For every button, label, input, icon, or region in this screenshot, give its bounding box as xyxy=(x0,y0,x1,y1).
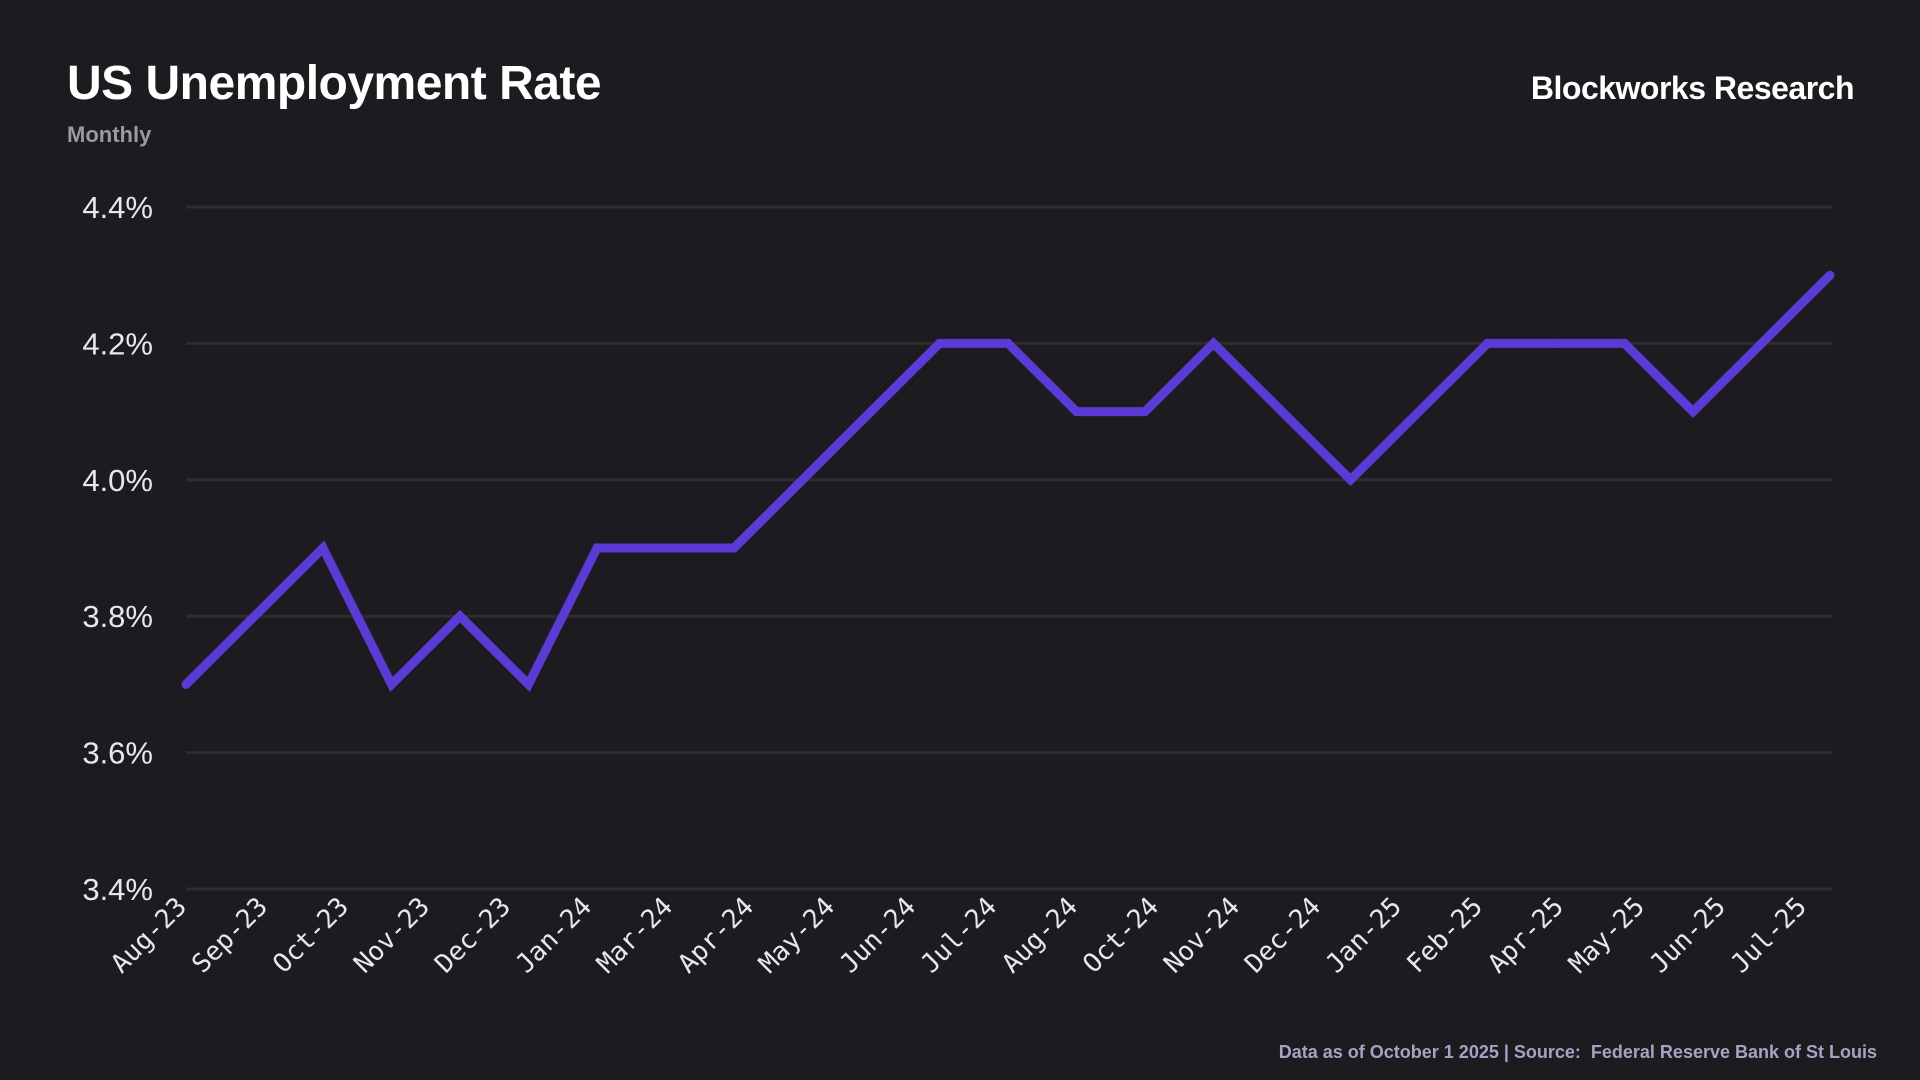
data-point xyxy=(1003,338,1013,348)
data-point xyxy=(798,475,807,485)
x-tick-label: Jun-24 xyxy=(834,892,922,980)
x-tick-label: Jan-24 xyxy=(510,892,598,980)
y-tick-label: 3.8% xyxy=(82,599,153,634)
x-tick-label: Dec-24 xyxy=(1239,892,1327,980)
x-tick-label: Dec-23 xyxy=(429,892,517,980)
data-point xyxy=(318,543,328,553)
y-tick-label: 3.6% xyxy=(82,736,153,771)
data-point xyxy=(1277,407,1287,417)
brand-logo-text: Blockworks Research xyxy=(1530,70,1855,106)
x-tick-label: May-25 xyxy=(1563,892,1651,980)
data-point xyxy=(1688,407,1698,417)
x-tick-label: Jul-25 xyxy=(1725,892,1813,980)
grid-lines xyxy=(186,205,1832,891)
data-point xyxy=(1072,407,1081,417)
data-point xyxy=(1620,338,1629,348)
data-point xyxy=(250,611,259,621)
data-point xyxy=(1346,475,1355,485)
y-tick-label: 3.4% xyxy=(82,872,153,907)
x-tick-label: Apr-24 xyxy=(672,892,760,980)
data-point xyxy=(1209,338,1218,348)
y-tick-label: 4.4% xyxy=(82,190,153,225)
data-point xyxy=(592,543,602,553)
x-tick-label: Nov-24 xyxy=(1158,892,1246,980)
data-point xyxy=(1551,338,1561,348)
data-point xyxy=(524,679,533,689)
x-tick-label: Oct-23 xyxy=(267,892,355,980)
data-point xyxy=(1825,270,1835,280)
x-tick-label: Feb-25 xyxy=(1401,892,1489,980)
y-tick-label: 4.0% xyxy=(82,463,153,498)
data-point xyxy=(729,543,739,553)
x-tick-label: Jun-25 xyxy=(1644,892,1732,980)
x-tick-label: Mar-24 xyxy=(591,892,679,980)
chart-title: US Unemployment Rate xyxy=(67,57,602,110)
data-point xyxy=(661,543,670,553)
x-tick-label: Sep-23 xyxy=(186,892,274,980)
x-tick-label: Aug-24 xyxy=(996,892,1084,980)
x-tick-label: Oct-24 xyxy=(1077,892,1165,980)
x-tick-label: May-24 xyxy=(753,892,841,980)
y-tick-label: 4.2% xyxy=(82,326,153,361)
x-tick-label: Nov-23 xyxy=(348,892,436,980)
data-point xyxy=(1414,407,1424,417)
data-point xyxy=(1140,407,1150,417)
x-axis-ticks: Aug-23Sep-23Oct-23Nov-23Dec-23Jan-24Mar-… xyxy=(105,892,1813,980)
data-point xyxy=(181,679,191,689)
x-tick-label: Jan-25 xyxy=(1320,892,1408,980)
source-note: Data as of October 1 2025 | Source: Fede… xyxy=(1278,1042,1877,1062)
data-point xyxy=(935,338,944,348)
data-point xyxy=(1483,338,1492,348)
data-point xyxy=(866,407,876,417)
y-axis-ticks: 3.4% 3.6% 3.8% 4.0% 4.2% 4.4% xyxy=(82,190,153,907)
x-tick-label: Jul-24 xyxy=(915,892,1003,980)
x-tick-label: Apr-25 xyxy=(1482,892,1570,980)
data-point xyxy=(387,679,396,689)
data-point xyxy=(1757,338,1766,348)
chart-subtitle: Monthly xyxy=(67,122,152,147)
series-layer xyxy=(181,270,1835,692)
data-point xyxy=(455,611,465,621)
